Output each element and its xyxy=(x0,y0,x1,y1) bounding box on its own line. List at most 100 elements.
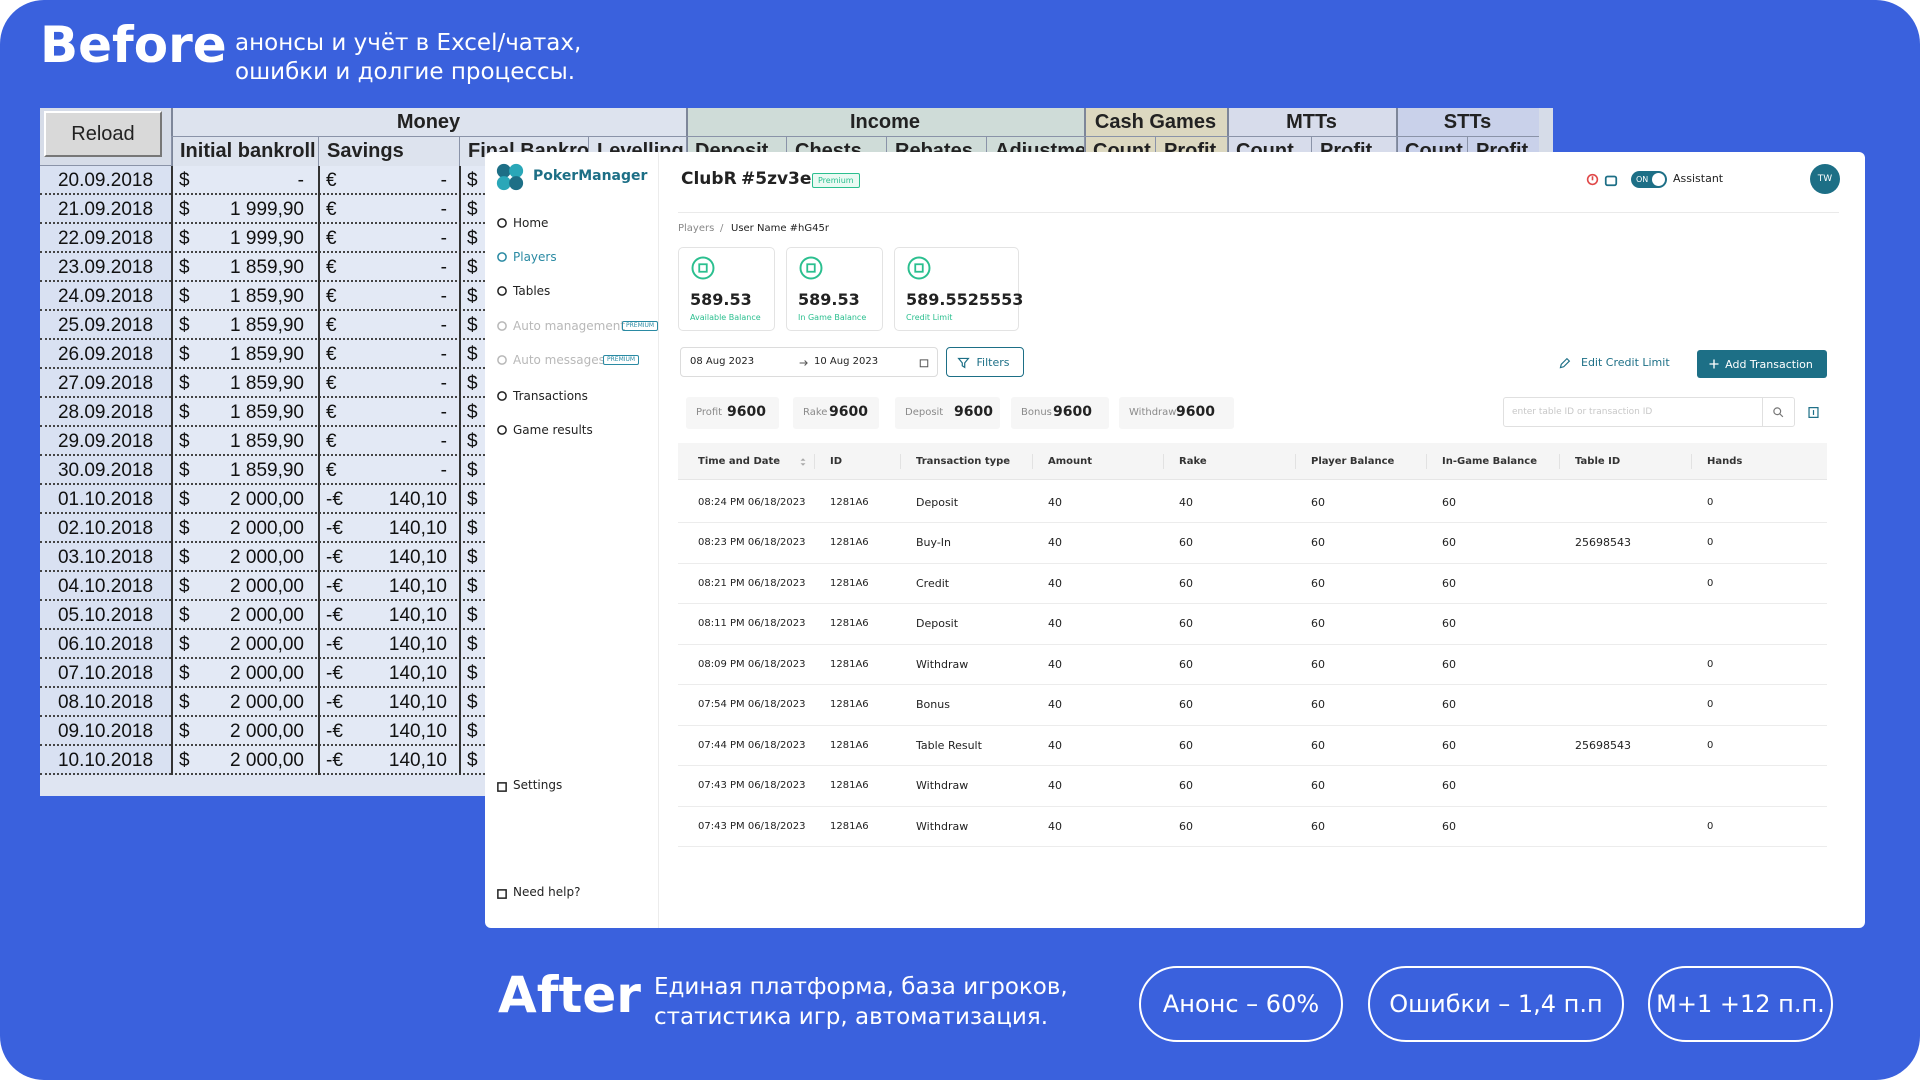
premium-tag: PREMIUM xyxy=(603,355,640,365)
balance-card: 589.53 In Game Balance xyxy=(786,247,883,331)
group-header: Income xyxy=(686,108,1084,137)
reload-button[interactable]: Reload xyxy=(44,111,162,157)
currency-cell: $ xyxy=(467,604,478,626)
table-header-bg xyxy=(678,443,1827,480)
currency-cell: $ xyxy=(467,749,478,771)
sidebar xyxy=(485,152,659,928)
amount-cell: 140,10 xyxy=(388,488,447,510)
table-cell: 60 xyxy=(1179,779,1193,792)
date-cell: 04.10.2018 xyxy=(57,575,154,597)
date-bg xyxy=(40,369,171,398)
amount-cell: 1 999,90 xyxy=(230,198,304,220)
nav-icon xyxy=(497,286,507,296)
amount-cell: - xyxy=(440,343,447,365)
nav-item[interactable]: Tables xyxy=(513,284,551,298)
date-cell: 22.09.2018 xyxy=(57,227,154,249)
amount-cell: 1 859,90 xyxy=(230,372,304,394)
date-cell: 20.09.2018 xyxy=(57,169,154,191)
nav-item[interactable]: Game results xyxy=(513,423,593,437)
filter-icon xyxy=(957,357,970,369)
table-cell: 1281A6 xyxy=(830,618,869,629)
search-input[interactable]: enter table ID or transaction ID xyxy=(1503,397,1795,427)
table-cell: Buy-In xyxy=(916,536,952,549)
nav-item[interactable]: Players xyxy=(513,250,557,264)
date-to: 10 Aug 2023 xyxy=(814,356,879,367)
assistant-label: Assistant xyxy=(1673,172,1724,185)
breadcrumb-link[interactable]: Players xyxy=(678,223,715,234)
table-header: ID xyxy=(830,456,843,467)
date-bg xyxy=(40,427,171,456)
table-cell: 40 xyxy=(1048,495,1062,509)
currency-cell: $ xyxy=(467,343,478,365)
stat-pill: Deposit 9600 xyxy=(895,397,1000,429)
amount-cell: - xyxy=(440,314,447,336)
currency-cell: $ xyxy=(467,633,478,655)
table-header: Hands xyxy=(1707,456,1743,467)
table-cell: 60 xyxy=(1179,819,1193,833)
currency-cell: -€ xyxy=(326,546,343,568)
date-cell: 29.09.2018 xyxy=(57,430,154,452)
amount-cell: 1 859,90 xyxy=(230,430,304,452)
avatar[interactable]: TW xyxy=(1810,164,1840,194)
date-bg xyxy=(40,166,171,195)
currency-cell: $ xyxy=(179,575,190,597)
currency-cell: € xyxy=(326,430,337,452)
table-cell: Credit xyxy=(916,576,950,590)
table-cell: 08:21 PM 06/18/2023 xyxy=(698,577,806,589)
currency-cell: $ xyxy=(179,517,190,539)
date-bg xyxy=(40,746,171,775)
edit-credit-link[interactable]: Edit Credit Limit xyxy=(1581,356,1670,369)
amount-cell: - xyxy=(440,198,447,220)
nav-item[interactable]: Auto management xyxy=(513,319,626,333)
arrow-icon xyxy=(799,360,808,366)
date-cell: 26.09.2018 xyxy=(57,343,154,365)
col-rule xyxy=(171,166,173,775)
date-cell: 25.09.2018 xyxy=(57,314,154,336)
date-bg xyxy=(40,601,171,630)
currency-cell: $ xyxy=(467,372,478,394)
table-cell: 60 xyxy=(1311,779,1325,792)
amount-cell: 2 000,00 xyxy=(230,575,304,597)
assistant-toggle[interactable]: ON xyxy=(1631,171,1667,188)
table-cell: 40 xyxy=(1048,617,1062,630)
filters-button[interactable]: Filters xyxy=(946,347,1024,377)
premium-badge: Premium xyxy=(812,173,860,188)
date-bg xyxy=(40,224,171,253)
stat-label: Deposit xyxy=(905,407,944,418)
date-cell: 01.10.2018 xyxy=(57,488,154,510)
nav-item[interactable]: Need help? xyxy=(513,885,581,899)
table-cell: 60 xyxy=(1442,779,1456,792)
currency-cell: $ xyxy=(179,662,190,684)
amount-cell: 1 859,90 xyxy=(230,285,304,307)
nav-item[interactable]: Transactions xyxy=(513,389,588,403)
table-cell: 0 xyxy=(1707,820,1714,832)
table-cell: 60 xyxy=(1442,617,1456,630)
table-cell: Deposit xyxy=(916,617,959,630)
currency-cell: -€ xyxy=(326,604,343,626)
nav-item[interactable]: Auto messages xyxy=(513,353,605,367)
date-bg xyxy=(40,717,171,746)
row-line xyxy=(678,522,1827,523)
add-transaction-button[interactable]: Add Transaction xyxy=(1697,350,1827,378)
table-cell: 60 xyxy=(1179,738,1193,752)
table-cell: 60 xyxy=(1311,617,1325,630)
nav-item[interactable]: Home xyxy=(513,216,549,230)
breadcrumb-sep: / xyxy=(720,223,724,234)
currency-cell: $ xyxy=(179,720,190,742)
currency-cell: -€ xyxy=(326,633,343,655)
edit-icon xyxy=(1559,357,1571,369)
amount-cell: - xyxy=(440,401,447,423)
currency-cell: -€ xyxy=(326,662,343,684)
table-cell: 1281A6 xyxy=(830,820,869,832)
amount-cell: 140,10 xyxy=(388,691,447,713)
table-cell: Withdraw xyxy=(916,657,969,671)
date-range[interactable]: 08 Aug 2023 10 Aug 2023 xyxy=(680,347,938,377)
balance-card: 589.5525553 Credit Limit xyxy=(894,247,1023,331)
column-header: Initial bankroll xyxy=(171,137,318,166)
amount-cell: 140,10 xyxy=(388,546,447,568)
nav-item[interactable]: Settings xyxy=(513,778,563,792)
currency-cell: -€ xyxy=(326,720,343,742)
header-sep xyxy=(900,454,901,469)
table-cell: 40 xyxy=(1048,698,1062,711)
